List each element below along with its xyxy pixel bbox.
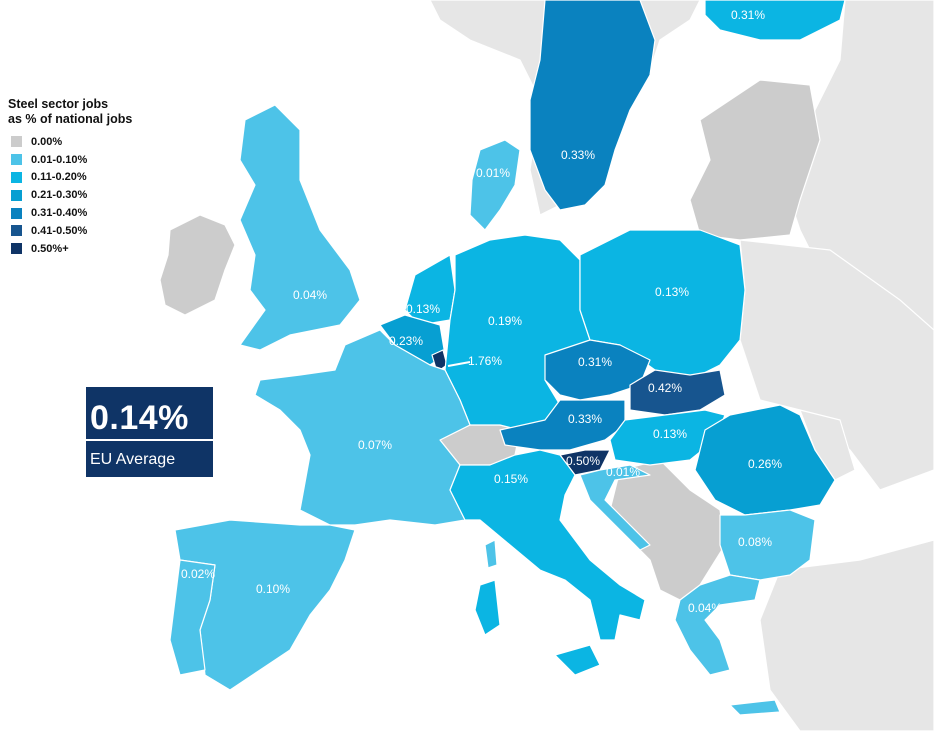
legend-item: 0.31-0.40%: [8, 204, 178, 222]
country-crete: [729, 699, 781, 716]
legend-title-line2: as % of national jobs: [8, 112, 133, 126]
label-spain: 0.10%: [256, 582, 290, 596]
legend-item: 0.41-0.50%: [8, 222, 178, 240]
legend-label: 0.41-0.50%: [31, 224, 88, 237]
label-netherlands: 0.13%: [406, 302, 440, 316]
country-bulgaria: [719, 509, 816, 581]
country-greece: [674, 574, 761, 676]
country-italy: [449, 449, 646, 641]
legend-label: 0.31-0.40%: [31, 207, 88, 220]
label-luxembourg: 1.76%: [468, 354, 502, 368]
label-uk: 0.04%: [293, 288, 327, 302]
country-czechia: [544, 339, 651, 401]
legend-swatch: [11, 154, 22, 166]
label-denmark: 0.01%: [476, 166, 510, 180]
legend-label: 0.11-0.20%: [31, 171, 87, 184]
label-belgium: 0.23%: [389, 334, 423, 348]
eu-average-label: EU Average: [90, 451, 176, 468]
label-finland: 0.31%: [731, 8, 765, 22]
legend-item: 0.01-0.10%: [8, 151, 178, 169]
country-portugal: [169, 559, 216, 676]
legend-swatch: [11, 207, 22, 219]
label-slovakia: 0.42%: [648, 381, 682, 395]
label-austria: 0.33%: [568, 412, 602, 426]
country-sweden: [529, 0, 656, 211]
label-france: 0.07%: [358, 438, 392, 452]
country-sicily: [554, 644, 601, 676]
legend-item: 0.00%: [8, 133, 178, 151]
eu-average-divider: [86, 439, 213, 441]
eu-average-box: 0.14% EU Average: [86, 387, 213, 477]
label-italy: 0.15%: [494, 472, 528, 486]
country-corsica: [484, 539, 498, 569]
label-germany: 0.19%: [488, 314, 522, 328]
label-slovenia: 0.50%: [566, 454, 600, 468]
label-greece: 0.04%: [688, 601, 722, 615]
country-turkey: [759, 539, 934, 731]
legend-label: 0.21-0.30%: [31, 189, 88, 202]
legend-swatch: [11, 171, 22, 183]
country-france: [254, 329, 471, 526]
country-ireland: [159, 214, 236, 316]
label-croatia: 0.01%: [606, 465, 640, 479]
label-bulgaria: 0.08%: [738, 535, 772, 549]
legend-swatch: [11, 136, 22, 148]
legend-swatch: [11, 225, 22, 237]
label-romania: 0.26%: [748, 457, 782, 471]
country-baltics: [689, 79, 821, 241]
country-finland: [704, 0, 846, 41]
label-sweden: 0.33%: [561, 148, 595, 162]
legend-item: 0.21-0.30%: [8, 186, 178, 204]
legend-swatch: [11, 189, 22, 201]
legend-title-line1: Steel sector jobs: [8, 97, 109, 111]
label-portugal: 0.02%: [181, 567, 215, 581]
country-romania: [694, 404, 836, 516]
legend-item: 0.11-0.20%: [8, 169, 178, 187]
legend-label: 0.01-0.10%: [31, 153, 88, 166]
country-denmark: [469, 139, 521, 231]
country-croatia: [579, 464, 651, 551]
label-poland: 0.13%: [655, 285, 689, 299]
eu-average-value: 0.14%: [90, 399, 189, 437]
legend-list: 0.00% 0.01-0.10% 0.11-0.20% 0.21-0.30% 0…: [8, 133, 178, 258]
legend-label: 0.50%+: [31, 242, 69, 255]
legend: Steel sector jobs as % of national jobs …: [8, 97, 178, 258]
legend-swatch: [11, 243, 22, 255]
label-czechia: 0.31%: [578, 355, 612, 369]
legend-item: 0.50%+: [8, 240, 178, 258]
country-slovakia: [629, 369, 726, 416]
legend-label: 0.00%: [31, 135, 63, 148]
country-uk: [239, 104, 361, 351]
luxembourg-leader-line: [447, 361, 471, 367]
country-sardinia: [474, 579, 501, 636]
label-hungary: 0.13%: [653, 427, 687, 441]
